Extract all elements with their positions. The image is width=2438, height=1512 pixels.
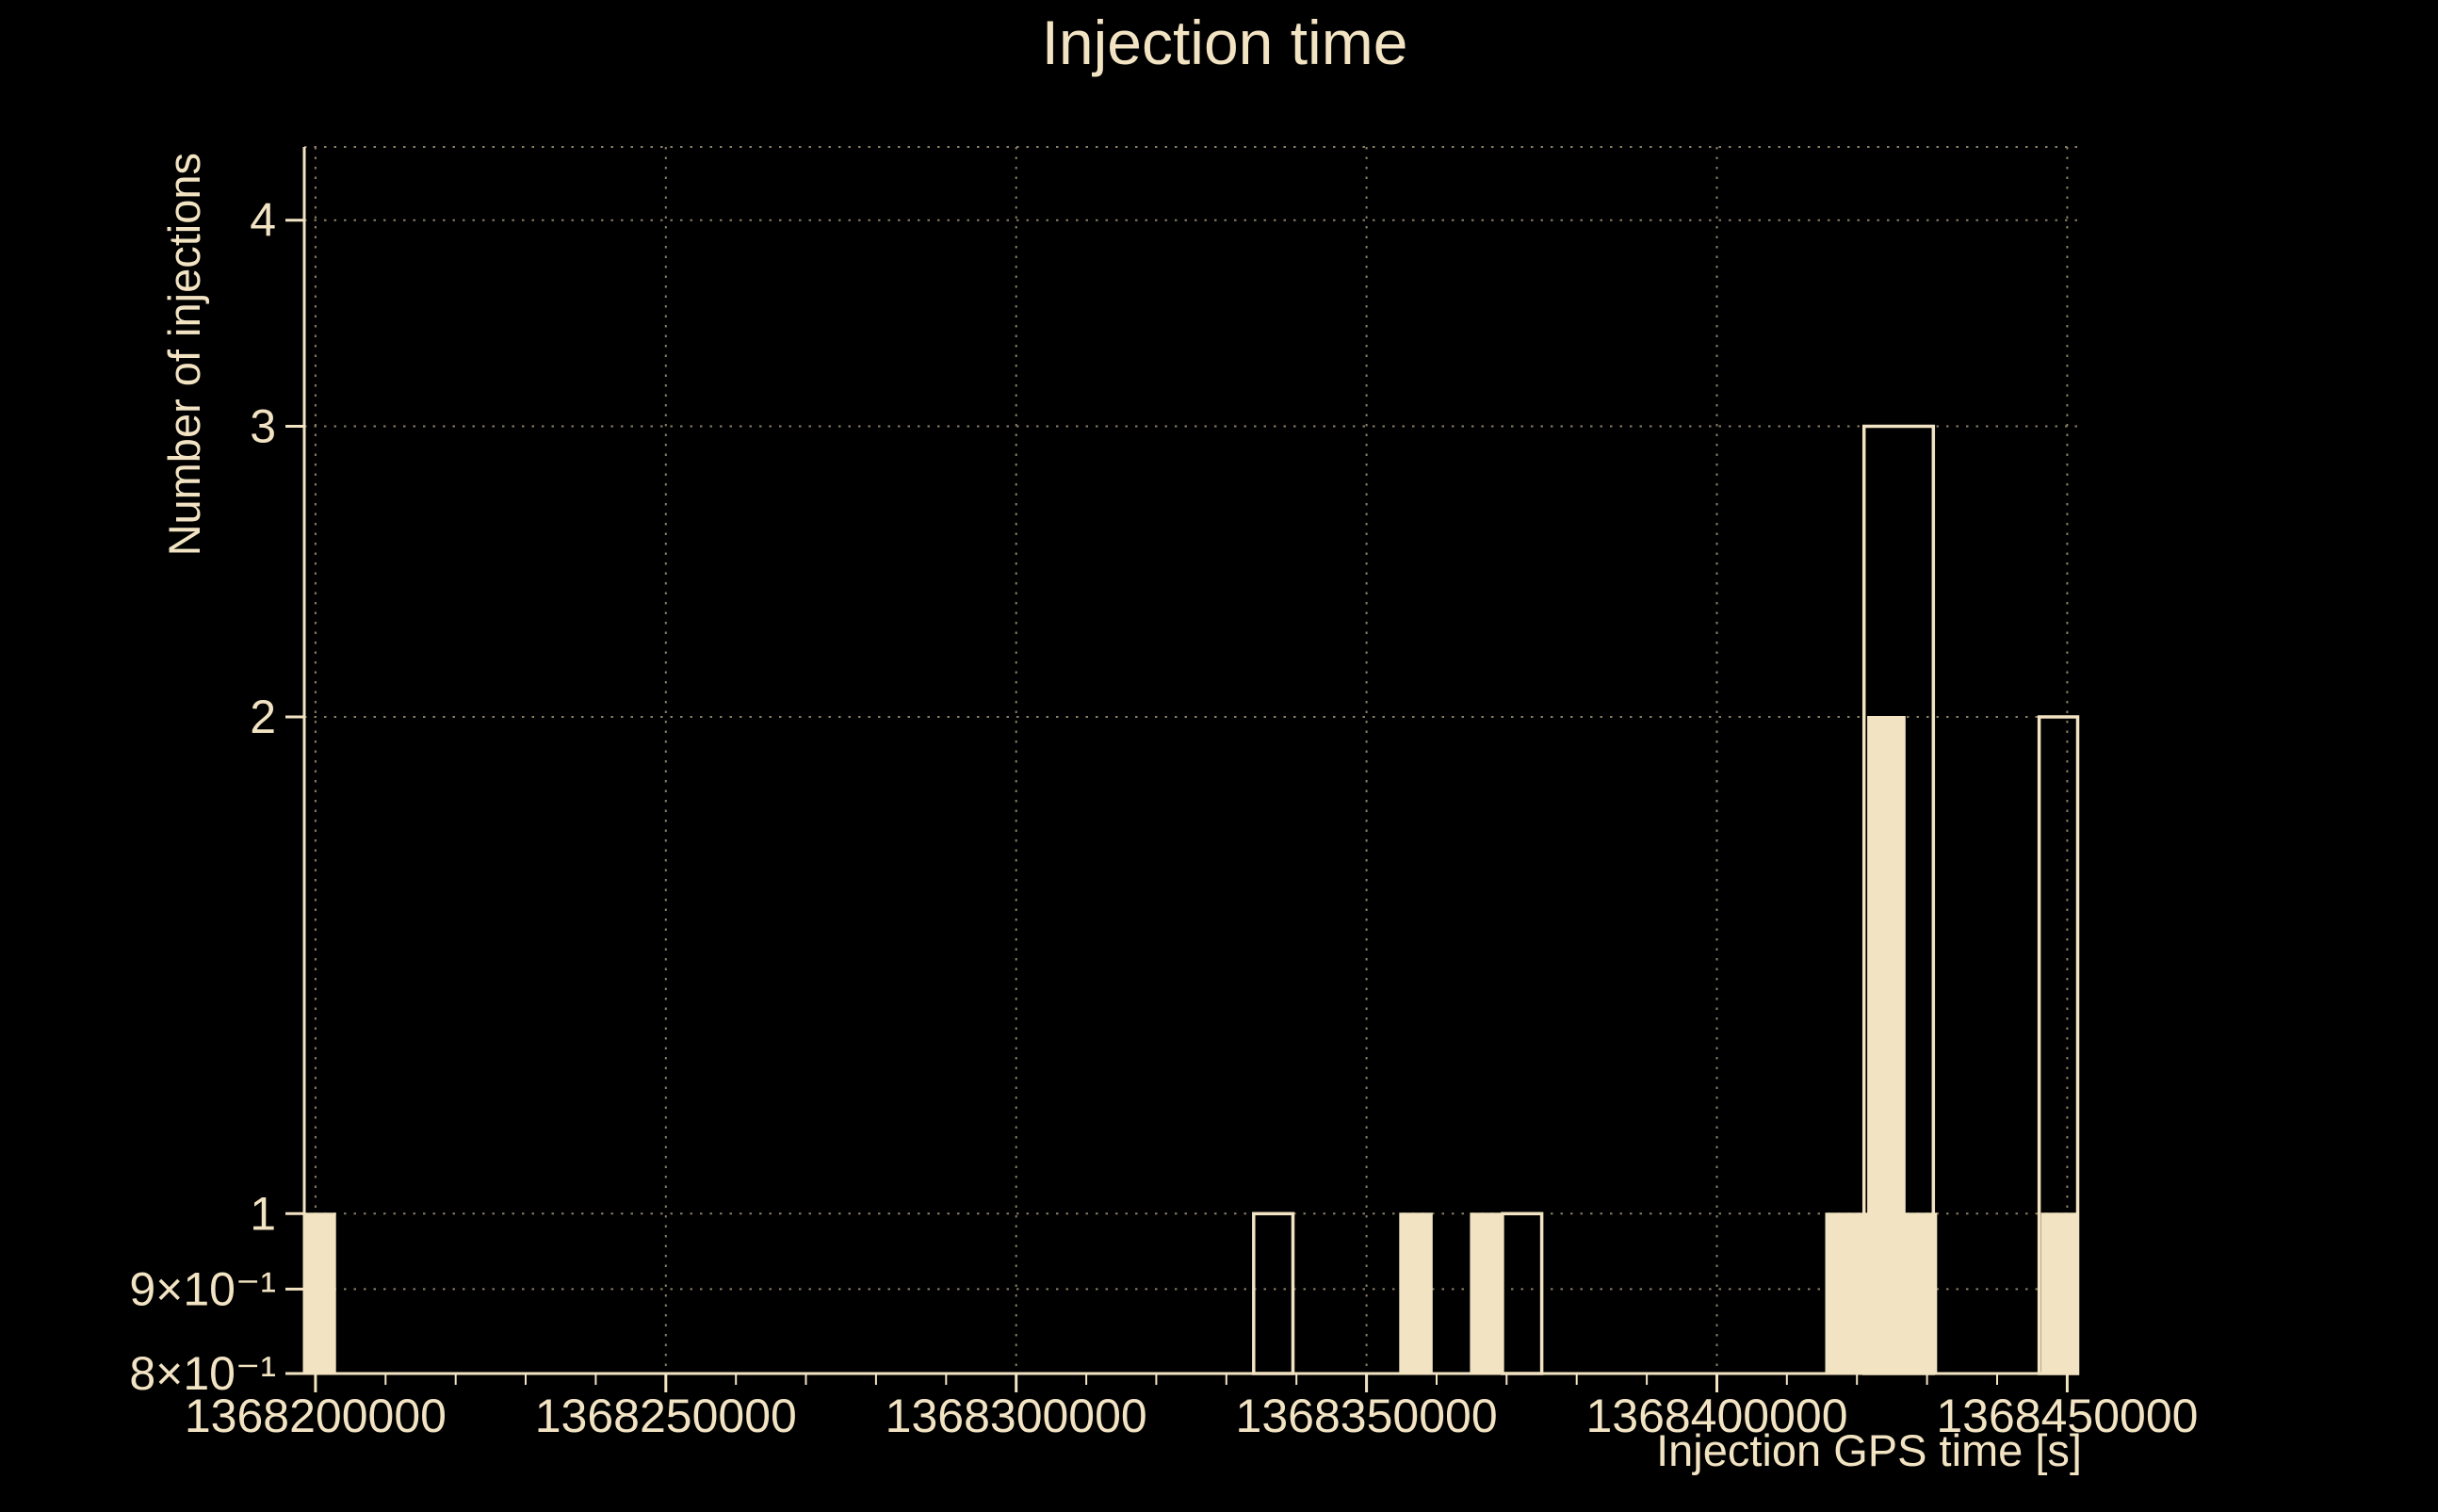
- chart-title: Injection time: [1042, 8, 1408, 77]
- bars-layer: [303, 424, 2080, 1375]
- x-axis-label: Injection GPS time [s]: [1656, 1425, 2082, 1475]
- filled-histogram-bar: [1399, 1212, 1433, 1375]
- x-tick-label: 1368400000: [1585, 1390, 1847, 1442]
- filled-histogram-bar: [303, 1212, 336, 1375]
- grid-layer: [304, 146, 2079, 1374]
- outline-histogram-bar: [1252, 1211, 1295, 1375]
- y-tick-label: 3: [250, 400, 276, 453]
- y-tick-label: 2: [250, 691, 276, 743]
- filled-histogram-bar: [2040, 1212, 2078, 1375]
- y-tick-label: 8×10⁻¹: [129, 1347, 276, 1400]
- x-tick-label: 1368200000: [185, 1390, 447, 1442]
- y-tick-label: 9×10⁻¹: [129, 1262, 276, 1315]
- y-tick-label: 1: [250, 1187, 276, 1240]
- outline-histogram-bar: [1501, 1211, 1544, 1375]
- axes-layer: 1368200000 1368250000 1368300000 1368350000…: [129, 147, 2198, 1442]
- x-tick-label: 1368450000: [1936, 1390, 2198, 1442]
- filled-histogram-bar: [1867, 716, 1906, 1374]
- filled-histogram-bar: [1470, 1212, 1503, 1375]
- y-axis-label: Number of injections: [159, 153, 209, 556]
- x-tick-label: 1368300000: [886, 1390, 1147, 1442]
- x-tick-label: 1368350000: [1236, 1390, 1498, 1442]
- y-tick-label: 4: [250, 194, 276, 247]
- x-tick-label: 1368250000: [535, 1390, 797, 1442]
